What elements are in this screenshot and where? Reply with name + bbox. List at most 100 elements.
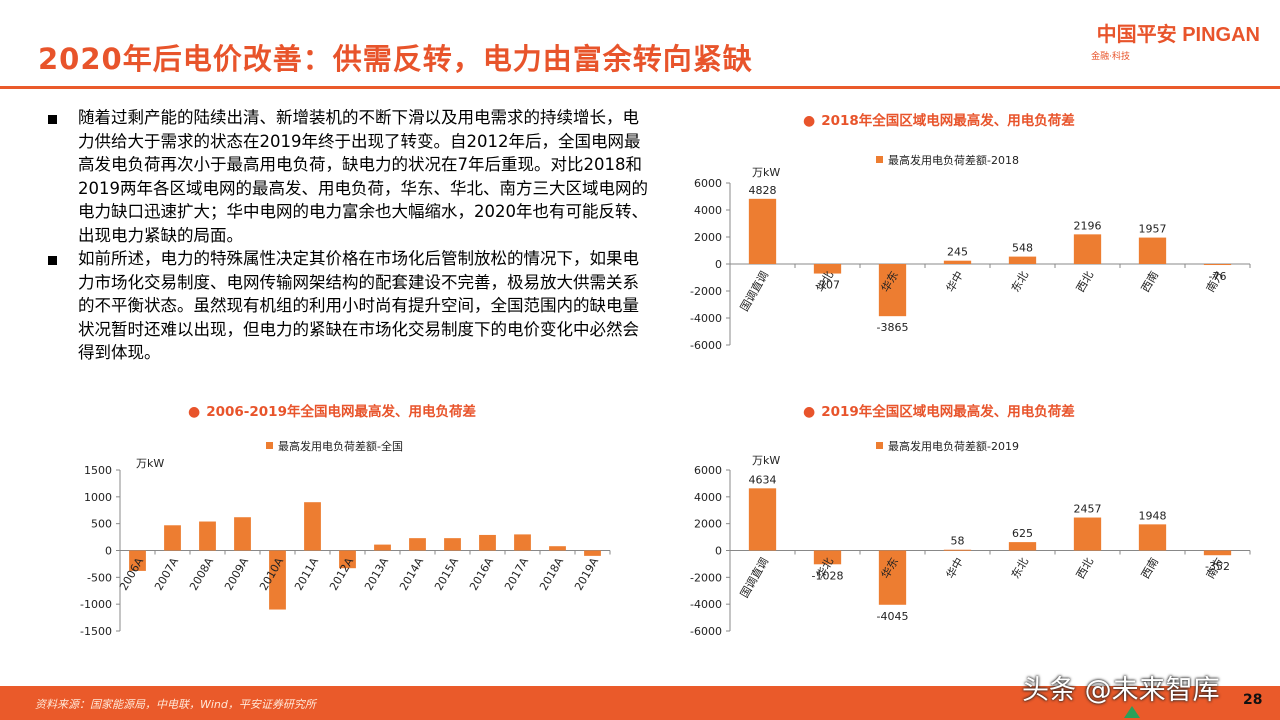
bar: [1138, 237, 1167, 264]
y-tick-label: 6000: [694, 177, 722, 190]
chart-title-national: ● 2006-2019年全国电网最高发、用电负荷差: [188, 404, 476, 420]
bar: [549, 546, 566, 551]
y-tick-label: 500: [91, 518, 112, 531]
bar: [813, 550, 842, 565]
bullet-text: 如前所述，电力的特殊属性决定其价格在市场化后管制放松的情况下，如果电力市场化交易…: [78, 249, 639, 362]
x-tick-label: 国调直调: [737, 555, 771, 600]
x-tick-label: 东北: [1009, 556, 1031, 582]
y-tick-label: 0: [715, 545, 722, 558]
x-tick-label: 华中: [943, 555, 966, 581]
bar: [199, 521, 216, 551]
x-tick-label: 2018A: [537, 555, 566, 593]
y-tick-label: -6000: [690, 625, 722, 638]
x-tick-label: 2017A: [502, 555, 531, 593]
pingan-logo: 中国平安 PINGAN 金融·科技: [1091, 18, 1260, 62]
data-label: -3865: [877, 321, 909, 334]
bar: [813, 264, 842, 274]
y-tick-label: -4000: [690, 598, 722, 611]
bar: [1008, 542, 1037, 551]
bar: [304, 502, 321, 551]
bar: [878, 264, 907, 317]
bar-chart-2018: 最高发用电负荷差额-2018 万kW 6000 4000 2000 0 -2000 -4000…: [690, 153, 1251, 352]
bar: [339, 550, 356, 569]
x-tick-label: 西北: [1074, 269, 1096, 295]
data-label: 548: [1012, 242, 1033, 255]
title-divider: [0, 86, 1280, 89]
data-label: 4828: [749, 184, 777, 197]
x-tick-label: 华中: [943, 269, 966, 295]
legend-label: 最高发用电负荷差额-全国: [278, 439, 403, 453]
logo-wordmark: 中国平安 PINGAN: [1096, 24, 1260, 46]
x-tick-label: 2006A: [117, 555, 146, 593]
bullet-square-icon: [48, 115, 57, 124]
y-tick-label: 2000: [694, 231, 722, 244]
data-label: -352: [1205, 560, 1230, 573]
bar: [943, 549, 972, 551]
bar: [943, 260, 972, 264]
y-tick-label: -2000: [690, 571, 722, 584]
bullet-item: 如前所述，电力的特殊属性决定其价格在市场化后管制放松的情况下，如果电力市场化交易…: [48, 247, 648, 365]
bullet-square-icon: [48, 256, 57, 265]
source-note: 资料来源：国家能源局，中电联，Wind，平安证券研究所: [35, 698, 316, 711]
bar: [584, 550, 601, 556]
legend-swatch: [266, 442, 273, 449]
x-tick-label: 2008A: [187, 555, 216, 593]
y-axis-unit: 万kW: [752, 454, 780, 467]
data-label: 4634: [749, 473, 777, 486]
bar: [1073, 517, 1102, 551]
watermark: 头条 @未来智库: [1022, 675, 1220, 706]
legend-label: 最高发用电负荷差额-2019: [888, 439, 1019, 453]
data-label: 1957: [1139, 223, 1167, 236]
page-number: 28: [1243, 692, 1263, 708]
bar: [1138, 524, 1167, 551]
bar: [748, 198, 777, 264]
bar: [269, 550, 286, 610]
data-label: 245: [947, 246, 968, 259]
chart-title-2018: ● 2018年全国区域电网最高发、用电负荷差: [803, 113, 1075, 129]
data-label: 58: [951, 535, 965, 548]
bar: [1203, 264, 1232, 266]
bar: [878, 550, 907, 605]
x-tick-label: 2007A: [152, 555, 181, 593]
bar: [409, 538, 426, 551]
legend-label: 最高发用电负荷差额-2018: [888, 153, 1019, 167]
bar: [514, 534, 531, 551]
bar: [1073, 234, 1102, 264]
data-label: 2457: [1074, 503, 1102, 516]
y-tick-label: 4000: [694, 204, 722, 217]
triangle-icon: [1124, 706, 1140, 718]
y-tick-label: -6000: [690, 339, 722, 352]
page-title: 2020年后电价改善：供需反转，电力由富余转向紧缺: [38, 42, 753, 76]
y-axis-unit: 万kW: [136, 457, 164, 470]
bar: [129, 550, 146, 571]
x-tick-label: 2016A: [467, 555, 496, 593]
y-tick-label: -1500: [80, 625, 112, 638]
data-label: 2196: [1074, 219, 1102, 232]
bullet-list: 随着过剩产能的陆续出清、新增装机的不断下滑以及用电需求的持续增长，电力供给大于需…: [48, 106, 648, 365]
logo-tagline: 金融·科技: [1091, 52, 1130, 62]
y-tick-label: 2000: [694, 518, 722, 531]
bar: [374, 544, 391, 551]
x-tick-label: 2013A: [362, 555, 391, 593]
x-tick-label: 2014A: [397, 555, 426, 593]
bar: [444, 538, 461, 551]
bullet-dot-icon: ●: [188, 404, 201, 420]
bar: [479, 534, 496, 551]
y-tick-label: -500: [87, 571, 112, 584]
data-label: 1948: [1139, 509, 1167, 522]
data-label: -1028: [812, 569, 844, 582]
x-tick-label: 2012A: [327, 555, 356, 593]
data-label: -707: [815, 279, 840, 292]
footer-bar: [0, 686, 1280, 720]
data-label: -4045: [877, 610, 909, 623]
y-tick-label: 1500: [84, 464, 112, 477]
x-tick-label: 2009A: [222, 555, 251, 593]
bar: [1008, 256, 1037, 264]
bar: [164, 525, 181, 551]
bullet-item: 随着过剩产能的陆续出清、新增装机的不断下滑以及用电需求的持续增长，电力供给大于需…: [48, 106, 648, 247]
y-tick-label: 4000: [694, 491, 722, 504]
x-tick-label: 国调直调: [737, 269, 771, 314]
x-tick-label: 东北: [1009, 269, 1031, 295]
bullet-text: 随着过剩产能的陆续出清、新增装机的不断下滑以及用电需求的持续增长，电力供给大于需…: [78, 108, 648, 245]
